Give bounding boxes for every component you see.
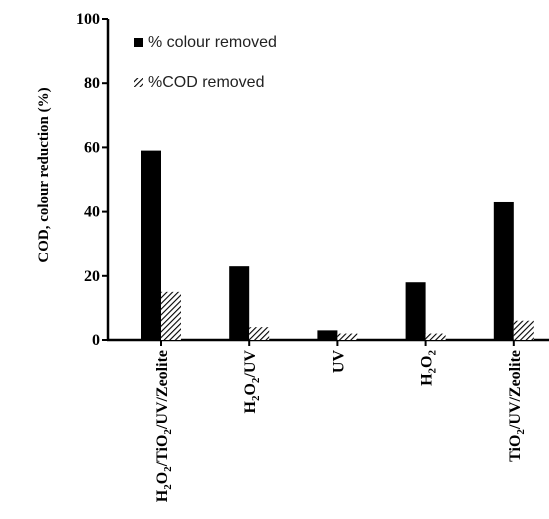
legend-label: % colour removed (148, 34, 277, 51)
bar-cod-removed (425, 333, 446, 340)
y-tick-label: 100 (76, 11, 100, 28)
x-tick-label: H2O2/UV (242, 350, 262, 414)
bar-colour-removed (141, 150, 161, 340)
y-tick-label: 60 (84, 139, 100, 156)
y-tick-label: 20 (84, 268, 100, 285)
bar-cod-removed (513, 320, 534, 340)
y-tick-label: 0 (92, 332, 100, 349)
x-tick-label: H2O2/TiO2/UV/Zeolite (154, 350, 174, 502)
y-tick-label: 40 (84, 204, 100, 221)
x-tick-label: UV (330, 350, 347, 374)
bar-colour-removed (317, 330, 338, 340)
x-tick-label: TiO2/UV/Zeolite (507, 350, 527, 462)
y-tick-label: 80 (84, 75, 100, 92)
legend-label: %COD removed (148, 74, 264, 91)
legend-swatch (134, 78, 143, 87)
bar-cod-removed (249, 327, 270, 340)
y-axis-label: COD, colour reduction (%) (36, 87, 52, 262)
bar-colour-removed (493, 201, 514, 340)
x-tick-label: H2O2 (419, 350, 439, 386)
bar-cod-removed (161, 291, 181, 340)
legend-swatch (134, 38, 143, 47)
bar-cod-removed (337, 333, 358, 340)
bar-colour-removed (405, 282, 426, 340)
bar-colour-removed (229, 266, 250, 340)
